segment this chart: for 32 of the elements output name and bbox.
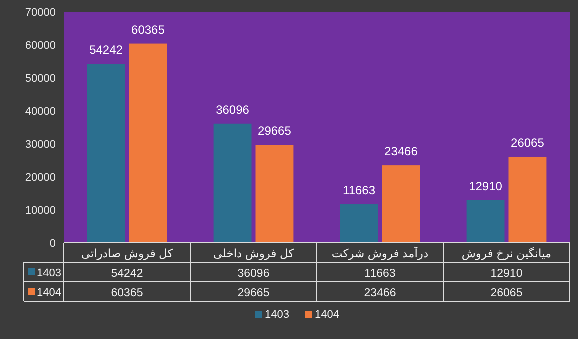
y-tick-label: 20000 [25,172,56,184]
text: 23466 [364,288,396,300]
text: 11663 [364,268,396,280]
data-label: 26065 [511,136,545,150]
y-tick-label: 70000 [25,7,56,19]
data-label: 36096 [216,102,250,117]
data-label: 29665 [258,124,292,138]
x-tick-label: درآمد فروش شرکت [332,246,429,260]
text: 36096 [238,268,270,280]
text: 60365 [111,288,144,300]
text: 1404 [37,287,62,299]
text: 54242 [111,268,144,280]
data-label: 23466 [384,144,418,159]
y-tick-label: 10000 [25,205,56,217]
data-label: 12910 [469,179,503,194]
y-tick-label: 60000 [25,40,56,52]
data-label: 11663 [343,184,376,198]
y-tick-label: 50000 [25,73,56,85]
text: 29665 [238,288,270,300]
legend-label: 1404 [315,309,340,321]
legend-label: 1403 [37,268,62,280]
x-tick-label: کل فروش داخلی [213,248,295,260]
text: 12910 [490,268,523,280]
y-tick-label: 40000 [25,106,56,118]
y-tick-label: 30000 [25,139,56,151]
x-tick-label: میانگین نرخ فروش [462,246,552,260]
y-tick-label: 0 [50,238,56,250]
text: 26065 [490,288,523,300]
x-tick-label: کل فروش صادراتی [81,248,174,260]
text: 1403 [265,309,290,321]
data-label: 54242 [90,43,124,57]
data-label: 60365 [132,22,166,37]
